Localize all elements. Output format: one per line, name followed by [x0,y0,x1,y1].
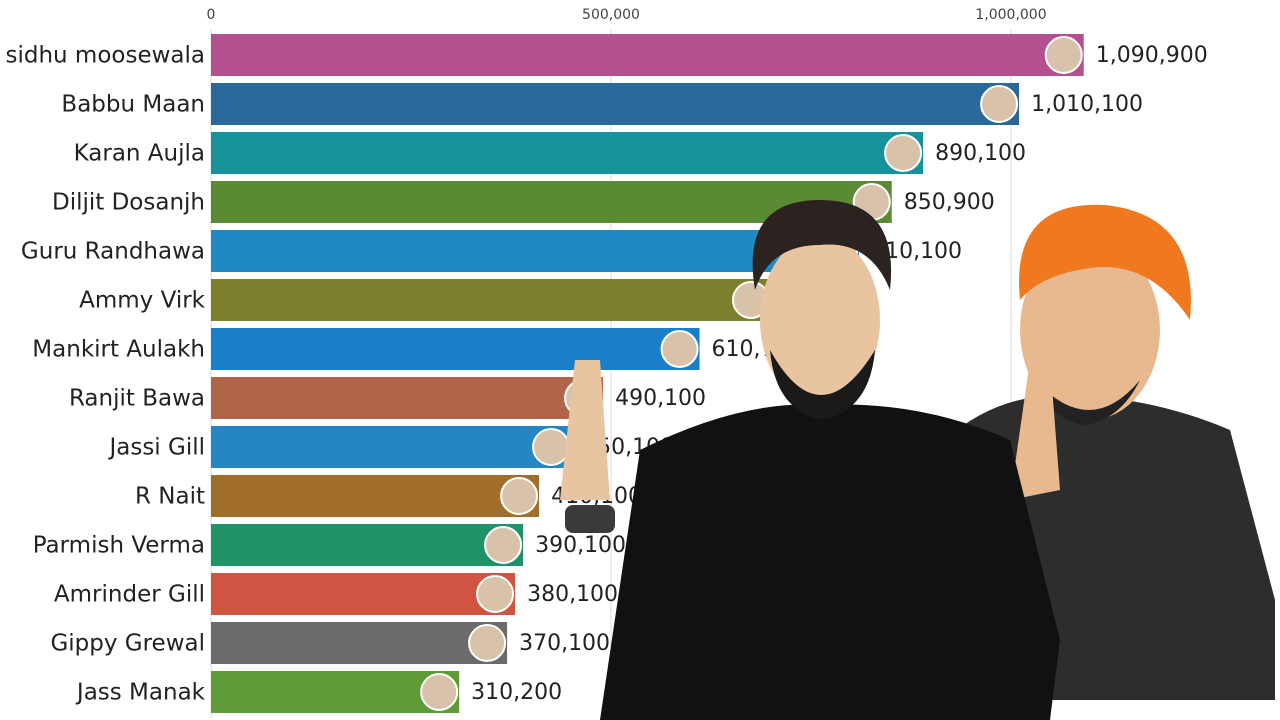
bar [211,328,700,370]
bar [211,671,460,713]
beard [1035,380,1140,425]
x-tick-label: 0 [207,7,216,23]
y-tick-label: Diljit Dosanjh [52,190,205,216]
y-tick-label: Amrinder Gill [54,582,205,608]
y-tick-label: Mankirt Aulakh [32,337,205,363]
y-tick-label: Jassi Gill [107,435,205,461]
avatar [420,673,459,711]
value-label: 390,100 [535,533,626,558]
x-tick-label: 500,000 [582,7,640,23]
avatar [476,575,515,613]
bar [211,279,771,321]
avatar [980,85,1019,123]
avatar [484,526,523,564]
face [760,235,880,405]
bar [211,426,572,468]
y-tick-label: Parmish Verma [33,533,205,559]
y-tick-label: Ammy Virk [79,288,206,314]
hand [560,360,610,500]
y-tick-label: Guru Randhawa [21,239,205,265]
value-label: 1,010,100 [1031,92,1143,117]
bar [211,573,516,615]
turban [1019,204,1191,320]
avatar [1044,36,1083,74]
hand [1010,360,1060,500]
bar [211,230,860,272]
plot: 0 500,000 1,000,000 sidhu moosewala 1,090,90… [5,7,1208,718]
bar [211,377,604,419]
face [1020,240,1160,420]
avatar [500,477,539,515]
value-label: 890,100 [935,141,1026,166]
y-tick-label: Ranjit Bawa [69,386,205,412]
y-tick-label: Jass Manak [75,680,206,706]
beard [770,350,875,420]
cartoon-overlay [560,200,1275,720]
bar [211,132,924,174]
value-label: 850,900 [904,190,995,215]
value-label: 380,100 [527,582,618,607]
avatar [884,134,923,172]
value-label: 310,200 [471,680,562,705]
hair [752,200,892,290]
value-label: 1,090,900 [1096,43,1208,68]
avatar [660,330,699,368]
shirt [600,404,1060,720]
y-tick-label: Babbu Maan [61,92,205,118]
avatar [468,624,507,662]
x-tick-label: 1,000,000 [975,7,1046,23]
value-label: 370,100 [519,631,610,656]
y-tick-label: Karan Aujla [74,141,205,167]
y-tick-label: sidhu moosewala [5,43,205,69]
bar [211,34,1084,76]
value-label: 490,100 [615,386,706,411]
bar [211,83,1020,125]
y-tick-label: Gippy Grewal [50,631,205,657]
watch [565,505,615,533]
bar [211,622,508,664]
bar [211,475,540,517]
bar [211,524,524,566]
y-tick-label: R Nait [135,484,205,510]
avatar [532,428,571,466]
